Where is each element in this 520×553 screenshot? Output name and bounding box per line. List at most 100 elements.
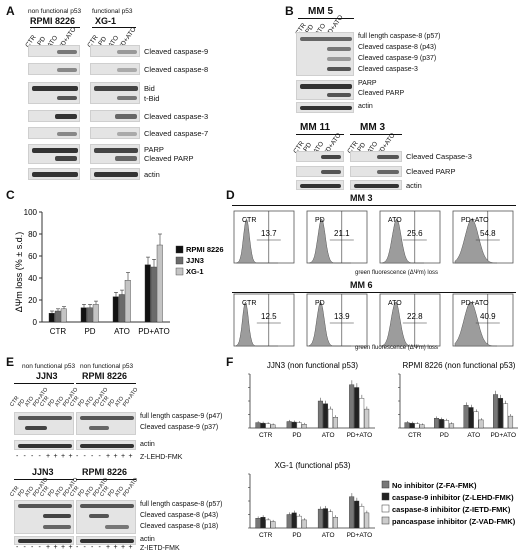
f-chart-0-bar [270, 424, 276, 429]
e-row-flc9: full length caspase-9 (p47) [140, 413, 223, 420]
c-bar [48, 312, 55, 323]
d-mm3-title: MM 3 [350, 193, 373, 203]
f-chart-0-bar [327, 408, 333, 429]
panel-a-left-cell: RPMI 8226 [30, 16, 76, 26]
f-chart-1-x-tick-label: CTR [408, 432, 422, 439]
f-legend-swatch [381, 516, 390, 525]
d-mm6-3-condition: PD+ATO [461, 300, 489, 307]
b3-blot-parp [350, 166, 402, 177]
d-mm3-2-value: 25.6 [407, 229, 423, 238]
f-legend-label: pancaspase inhibitor (Z-VAD-FMK) [392, 517, 516, 526]
c-bar [92, 304, 99, 323]
f-chart-2-x-tick-label: PD+ATO [347, 532, 373, 539]
d-mm6-0-condition: CTR [242, 300, 256, 307]
d-mm3-0-histogram [235, 218, 278, 264]
d-mm3-2-histogram [381, 218, 424, 264]
e-inhibitor-sign: - [76, 453, 79, 460]
e-top-right-note: non functional p53 [80, 363, 134, 370]
f-chart-0-x-tick-label: PD [292, 432, 301, 439]
c-y-axis-label: ΔΨm loss (% ± s.d.) [14, 232, 24, 312]
f-chart-1-title: RPMI 8226 (non functional p53) [403, 361, 516, 370]
e-inhibitor-sign: - [98, 544, 101, 551]
f-chart-1-bar [473, 411, 479, 429]
e-bottom-left-underline [14, 479, 74, 480]
f-chart-2-bar [270, 521, 276, 529]
e-blot-c8-r [76, 500, 136, 534]
d-mm6-underline [232, 292, 516, 293]
f-chart-2-bar [255, 518, 261, 529]
e-inhibitor-sign: - [98, 453, 101, 460]
a-row-parp: PARP [144, 145, 164, 154]
c-x-tick-label: PD+ATO [138, 327, 170, 336]
e-inhibitor-sign: + [53, 544, 58, 551]
f-chart-0-bar [291, 421, 297, 429]
e-top-inhibitor: Z-LEHD-FMK [140, 454, 183, 461]
e-inhibitor-sign: + [106, 544, 111, 551]
c-legend-swatch [175, 245, 184, 254]
e-row-cc8-18: Cleaved caspase-8 (p18) [140, 523, 219, 530]
a-row-cparp: Cleaved PARP [144, 154, 194, 163]
c-bar [150, 266, 157, 323]
a-blot-c7-r [90, 127, 140, 139]
e-inhibitor-sign: - [91, 544, 94, 551]
e-inhibitor-sign: - [16, 544, 19, 551]
e-inhibitor-sign: + [106, 453, 111, 460]
f-legend-label: No inhibitor (Z-FA-FMK) [392, 481, 477, 490]
b-blot-casp [296, 32, 354, 76]
f-chart-2-bar [265, 519, 271, 529]
e-blot-actin-bottom-r [76, 536, 136, 545]
d-mm3-1-value: 21.1 [334, 229, 350, 238]
f-chart-2-x-tick-label: PD [292, 532, 301, 539]
panel-a-left-note: non functional p53 [28, 8, 82, 15]
d-mm3-3-value: 54.8 [480, 229, 496, 238]
d-mm3-2-condition: ATO [388, 217, 402, 224]
a-blot-c9-r [90, 45, 140, 57]
f-chart-1-bar [419, 424, 425, 429]
f-chart-1-bar [503, 403, 509, 429]
f-chart-0-bar [364, 408, 370, 429]
b-row-parp: PARP [358, 80, 377, 87]
panel-a-right-note: functional p53 [92, 8, 133, 15]
panel-label-d: D [226, 188, 235, 202]
f-chart-0-x-tick-label: ATO [322, 432, 335, 439]
e-inhibitor-sign: - [76, 544, 79, 551]
e-inhibitor-sign: - [38, 453, 41, 460]
e-row-actin-bottom: actin [140, 536, 155, 543]
panel-b-left-underline [296, 134, 344, 135]
b-blot-parp [296, 80, 354, 100]
d-mm6-2-value: 22.8 [407, 312, 423, 321]
f-chart-1-bar [404, 422, 410, 429]
f-legend-swatch [381, 492, 390, 501]
f-chart-0-x-tick-label: CTR [259, 432, 273, 439]
c-bar [144, 264, 151, 323]
panel-label-a: A [6, 4, 15, 18]
e-blot-actin-top-r [76, 440, 136, 450]
b-row-c8: Cleaved caspase-8 (p43) [358, 44, 437, 51]
e-inhibitor-sign: - [83, 453, 86, 460]
b-row-bottom-actin: actin [406, 181, 422, 190]
b-row-bottom-cparp: Cleaved PARP [406, 167, 456, 176]
panel-label-e: E [6, 355, 15, 369]
f-chart-0-bar [332, 417, 338, 429]
d-mm6-2-histogram [381, 301, 424, 347]
a-row-c8: Cleaved caspase-8 [144, 65, 209, 74]
f-chart-1-bar [508, 415, 514, 429]
panel-a-right-cell: XG-1 [95, 16, 117, 26]
c-y-tick-label: 80 [28, 230, 37, 239]
f-chart-1-x-tick-label: PD [440, 432, 449, 439]
a-row-c7: Cleaved caspase-7 [144, 129, 209, 138]
f-chart-0-bar [349, 384, 355, 429]
d-mm6-3-value: 40.9 [480, 312, 496, 321]
b2-blot-c3 [296, 151, 344, 162]
f-legend-label: caspase-9 inhibitor (Z-LEHD-FMK) [392, 493, 514, 502]
e-inhibitor-sign: + [113, 544, 118, 551]
f-chart-1-x-tick-label: PD+ATO [490, 432, 516, 439]
f-chart-2-bar [301, 519, 307, 529]
f-chart-1-bar [434, 418, 440, 429]
c-x-tick-label: CTR [50, 327, 67, 336]
f-legend-swatch [381, 504, 390, 513]
e-bottom-right-cell: RPMI 8226 [82, 467, 128, 477]
f-chart-2-bar [332, 516, 338, 529]
d-mm6-1-condition: PD [315, 300, 325, 307]
d-mm6-1-histogram [308, 301, 351, 347]
